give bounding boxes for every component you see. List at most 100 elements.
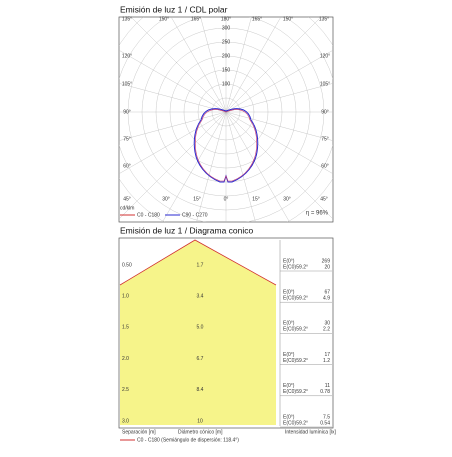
- angle-label: 30°: [162, 196, 170, 202]
- angle-label: 180°: [221, 16, 231, 22]
- separation: 2.5: [122, 387, 129, 393]
- unit: cd/klm: [120, 205, 134, 211]
- e0: 11: [325, 383, 330, 389]
- grid-ray: [225, 111, 333, 141]
- angle-label: 165°: [252, 16, 262, 22]
- angle: 59.2°: [296, 327, 308, 333]
- ec0-label: E(C0): [283, 389, 296, 395]
- angle-label: 105°: [122, 81, 132, 87]
- ec0: 4.9: [323, 296, 330, 302]
- separation: 2.0: [122, 356, 129, 362]
- e0: 30: [324, 321, 330, 327]
- e0-label: E(0°): [283, 352, 295, 358]
- angle-label: 120°: [122, 53, 132, 59]
- header: Separación [m]: [122, 429, 156, 435]
- diameter: 1.7: [197, 262, 204, 268]
- angle-label: 60°: [123, 163, 131, 169]
- diameter: 6.7: [197, 356, 204, 362]
- angle: 59.2°: [296, 296, 308, 302]
- legend-entry: C0 - C180 (Semiángulo de dispersión: 118…: [137, 437, 239, 443]
- grid-ray: [225, 17, 252, 113]
- radial-label: 250: [222, 39, 231, 45]
- e0: 7.5: [323, 414, 330, 420]
- angle-label: 105°: [320, 81, 330, 87]
- e0: 17: [324, 352, 330, 358]
- grid-ray: [225, 111, 290, 222]
- polar-grid: [119, 17, 333, 222]
- ec0-label: E(C0): [283, 327, 296, 333]
- angle: 59.2°: [296, 358, 308, 364]
- legend-entry: C0 - C180: [137, 212, 160, 218]
- ec0-label: E(C0): [283, 420, 296, 426]
- grid-ray: [119, 83, 227, 113]
- legend-entry: C90 - C270: [182, 212, 208, 218]
- ec0-label: E(C0): [283, 264, 296, 270]
- grid-ray: [225, 111, 256, 222]
- angle: 59.2°: [296, 264, 308, 270]
- e0-label: E(0°): [283, 383, 295, 389]
- angle-label: 90°: [123, 109, 131, 115]
- grid-ray: [170, 17, 227, 113]
- ec0-label: E(C0): [283, 358, 296, 364]
- header: Intensidad lumínica [lx]: [285, 429, 336, 435]
- e0: 269: [322, 258, 331, 264]
- cone-area: [120, 240, 276, 425]
- header: Diámetro cónico [m]: [178, 429, 223, 435]
- cone-edge: [119, 239, 277, 286]
- angle: 59.2°: [296, 389, 308, 395]
- e0-label: E(0°): [283, 290, 295, 296]
- grid-ray: [162, 111, 227, 222]
- radial-label: 100: [222, 81, 231, 87]
- angle-label: 135°: [122, 16, 132, 22]
- angle-label: 120°: [320, 53, 330, 59]
- angle-label: 60°: [321, 163, 329, 169]
- angle: 59.2°: [296, 420, 308, 426]
- angle-label: 150°: [159, 16, 169, 22]
- grid-ray: [200, 17, 227, 113]
- diameter: 3.4: [197, 294, 204, 300]
- ec0: 1.2: [323, 358, 330, 364]
- angle-label: 150°: [283, 16, 293, 22]
- e0-label: E(0°): [283, 414, 295, 420]
- ec0: 0.54: [320, 420, 330, 426]
- grid-ray: [225, 17, 322, 113]
- grid-ray: [196, 111, 227, 222]
- grid-ray: [225, 49, 333, 113]
- angle-label: 45°: [320, 196, 328, 202]
- ec0: 0.78: [320, 389, 330, 395]
- ec0: 20: [324, 264, 330, 270]
- angle-label: 165°: [191, 16, 201, 22]
- angle-label: 15°: [193, 196, 201, 202]
- angle-label: 15°: [252, 196, 260, 202]
- separation: 3.0: [122, 418, 129, 424]
- radial-label: 300: [222, 25, 231, 31]
- grid-ray: [119, 111, 227, 141]
- cone-title: Emisión de luz 1 / Diagrama conico: [120, 225, 254, 235]
- angle-label: 75°: [321, 136, 329, 142]
- e0: 67: [324, 290, 330, 296]
- grid-ray: [119, 111, 227, 220]
- polar-title: Emisión de luz 1 / CDL polar: [120, 4, 228, 14]
- grid-ray: [119, 49, 227, 113]
- separation: 0.50: [122, 262, 132, 268]
- grid-ray: [225, 17, 282, 113]
- polar-curve-c0: [194, 109, 258, 182]
- ec0: 2.2: [323, 327, 330, 333]
- grid-ray: [225, 111, 333, 220]
- e0-label: E(0°): [283, 321, 295, 327]
- angle-label: 75°: [123, 136, 131, 142]
- radial-label: 200: [222, 53, 231, 59]
- separation: 1.5: [122, 325, 129, 331]
- angle-label: 135°: [319, 16, 329, 22]
- diameter: 10: [197, 418, 203, 424]
- separation: 1.0: [122, 294, 129, 300]
- angle-label: 0°: [224, 196, 229, 202]
- diameter: 8.4: [197, 387, 204, 393]
- diameter: 5.0: [197, 325, 204, 331]
- radial-label: 150: [222, 67, 231, 73]
- e0-label: E(0°): [283, 258, 295, 264]
- ec0-label: E(C0): [283, 296, 296, 302]
- grid-ray: [225, 83, 333, 113]
- angle-label: 90°: [321, 109, 329, 115]
